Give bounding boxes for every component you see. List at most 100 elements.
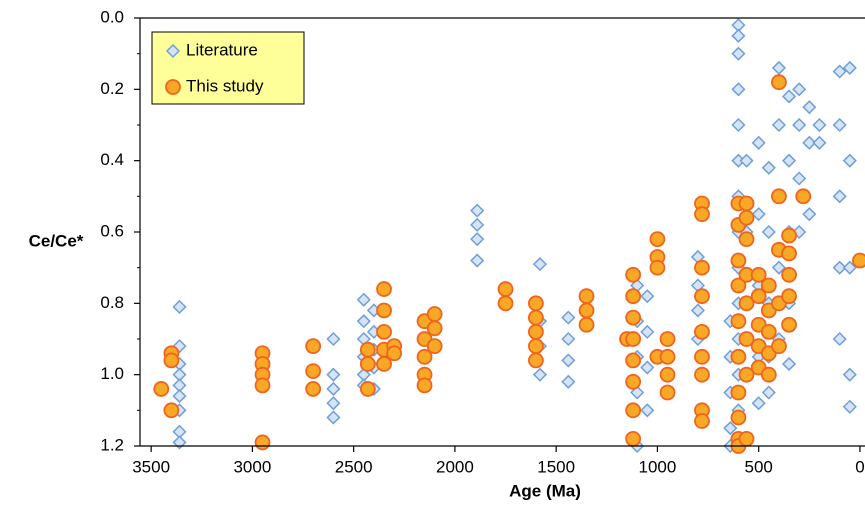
x-axis-label: Age (Ma) — [509, 481, 581, 500]
circle-point — [528, 352, 544, 369]
circle-point — [795, 188, 812, 205]
circle-point — [659, 384, 676, 401]
circle-point — [497, 281, 514, 297]
circle-point — [760, 277, 777, 294]
diamond-point — [802, 100, 817, 115]
circle-point — [694, 348, 710, 365]
circle-point — [163, 402, 180, 419]
diamond-point — [751, 135, 766, 150]
circle-point — [359, 341, 376, 358]
diamond-point — [842, 399, 857, 414]
circle-point — [852, 252, 865, 269]
diamond-point — [532, 367, 548, 382]
diamond-point — [842, 60, 857, 75]
diamond-point — [812, 117, 827, 133]
y-tick-label: 0.4 — [100, 150, 124, 169]
diamond-point — [731, 117, 746, 133]
circle-point — [376, 323, 392, 340]
circle-point — [659, 366, 676, 383]
diamond-point — [842, 153, 857, 168]
circle-point — [625, 309, 642, 326]
diamond-point — [326, 367, 341, 382]
circle-point — [649, 259, 666, 276]
circle-point — [376, 302, 392, 319]
diamond-point — [731, 82, 746, 97]
circle-point — [305, 363, 322, 380]
y-tick-label: 1.2 — [100, 435, 124, 454]
circle-point — [738, 209, 755, 226]
circle-point — [528, 309, 544, 326]
diamond-point — [792, 82, 807, 97]
circle-point — [625, 402, 642, 419]
circle-point — [163, 352, 180, 369]
diamond-point — [326, 410, 341, 425]
diamond-point — [739, 153, 754, 168]
circle-point — [649, 231, 666, 248]
circle-point — [738, 366, 755, 383]
circle-point — [730, 313, 747, 330]
diamond-point — [771, 260, 786, 275]
legend-marker — [165, 43, 181, 59]
circle-point — [359, 381, 376, 397]
circle-point — [305, 338, 322, 355]
circle-point — [254, 377, 271, 394]
diamond-point — [781, 89, 797, 104]
circle-point — [416, 348, 433, 365]
circle-point — [694, 206, 710, 223]
circle-point — [781, 288, 797, 305]
diamond-point — [640, 324, 655, 339]
diamond-point — [470, 203, 485, 218]
circle-point — [578, 288, 595, 305]
diamond-point — [832, 189, 847, 204]
circle-point — [625, 352, 642, 369]
y-tick-label: 0.2 — [100, 79, 124, 98]
diamond-point — [690, 303, 705, 318]
y-tick-label: 0.8 — [100, 293, 124, 312]
circle-point — [781, 316, 797, 333]
diamond-point — [842, 260, 857, 275]
circle-point — [760, 323, 777, 340]
diamond-point — [561, 353, 576, 368]
circle-point — [578, 302, 595, 319]
circle-point — [694, 259, 710, 276]
diamond-point — [640, 289, 655, 304]
circle-point — [760, 366, 777, 383]
circle-point — [528, 323, 544, 340]
diamond-point — [832, 117, 847, 133]
circle-point — [781, 227, 797, 244]
circle-point — [738, 331, 755, 347]
y-axis-label: Ce/Ce* — [29, 231, 84, 250]
y-tick-label: 0.6 — [100, 221, 124, 240]
diamond-point — [812, 135, 827, 150]
legend-marker — [165, 79, 181, 95]
diamond-point — [781, 356, 797, 372]
circle-point — [359, 356, 376, 372]
circle-point — [376, 356, 392, 372]
circle-point — [426, 306, 443, 322]
diamond-point — [792, 117, 807, 133]
circle-point — [694, 288, 710, 305]
circle-point — [254, 434, 271, 451]
circle-point — [750, 266, 767, 283]
diamond-point — [326, 396, 341, 411]
diamond-point — [792, 171, 807, 186]
diamond-point — [771, 117, 786, 133]
circle-point — [730, 409, 747, 426]
diamond-point — [470, 232, 485, 247]
diamond-point — [356, 292, 371, 307]
diamond-point — [470, 217, 485, 232]
diamond-point — [640, 360, 655, 375]
diamond-point — [470, 253, 485, 268]
diamond-point — [326, 331, 341, 347]
diamond-point — [640, 403, 655, 418]
circle-point — [730, 252, 747, 269]
y-tick-label: 0.0 — [100, 7, 124, 26]
circle-point — [738, 430, 755, 447]
diamond-point — [802, 207, 817, 222]
circle-point — [386, 345, 403, 362]
circle-point — [738, 231, 755, 248]
diamond-point — [751, 207, 766, 222]
circle-point — [659, 331, 676, 347]
